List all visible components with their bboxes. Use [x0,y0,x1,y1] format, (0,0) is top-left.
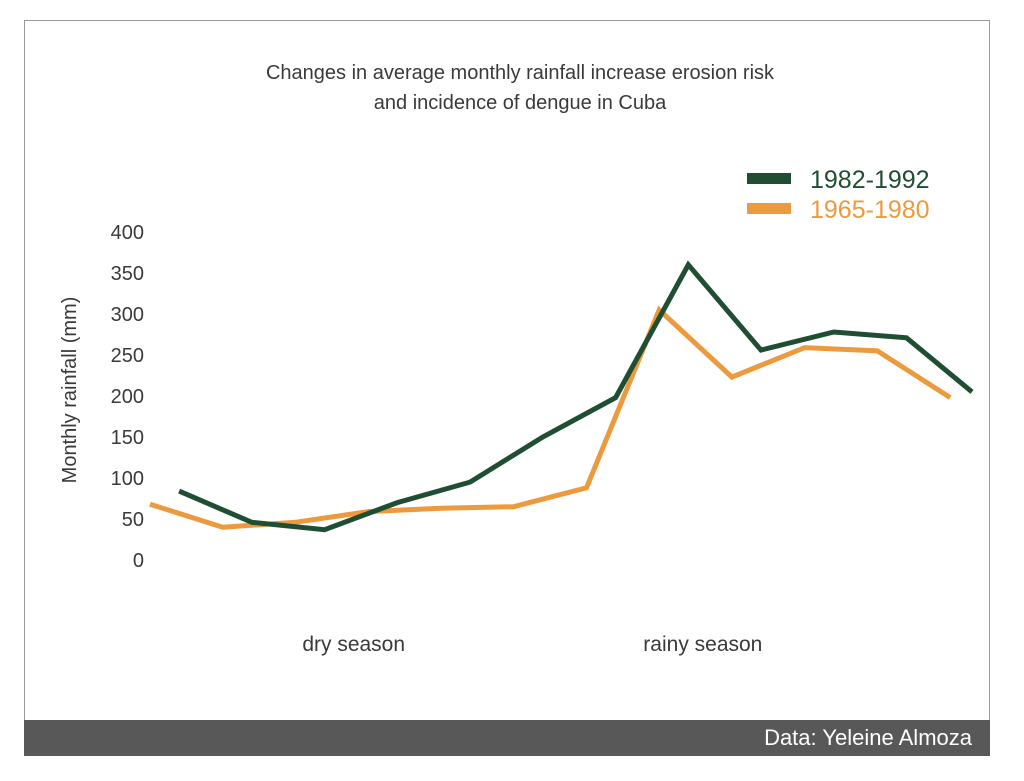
data-credit: Data: Yeleine Almoza [764,725,972,750]
y-axis-ticks: 0 50 100 150 200 250 300 350 400 [111,222,144,572]
season-labels: dry season rainy season [302,633,762,656]
y-tick-label: 50 [122,509,144,531]
series-lines [149,260,974,533]
y-tick-label: 400 [111,222,144,244]
footer-bar: Data: Yeleine Almoza [24,720,990,756]
y-tick-label: 200 [111,386,144,408]
season-label: rainy season [643,633,762,656]
series-line-1965-1980 [149,305,952,530]
legend-label: 1965-1980 [810,196,930,224]
chart-title: Changes in average monthly rainfall incr… [0,58,1024,118]
legend-swatch [747,173,791,184]
y-tick-label: 100 [111,468,144,490]
y-tick-label: 250 [111,345,144,367]
chart-title-line-1: Changes in average monthly rainfall incr… [265,62,775,84]
y-tick-label: 0 [133,550,144,572]
y-tick-label: 150 [111,427,144,449]
legend-swatch [747,203,791,214]
chart-title-line-2: and incidence of dengue in Cuba [373,92,667,114]
season-label: dry season [302,633,405,656]
y-tick-label: 300 [111,304,144,326]
y-axis-label: Monthly rainfall (mm) [59,297,81,484]
y-tick-label: 350 [111,263,144,285]
series-line-1982-1992 [178,260,974,533]
legend-label: 1982-1992 [810,166,930,194]
chart-frame [24,20,990,756]
